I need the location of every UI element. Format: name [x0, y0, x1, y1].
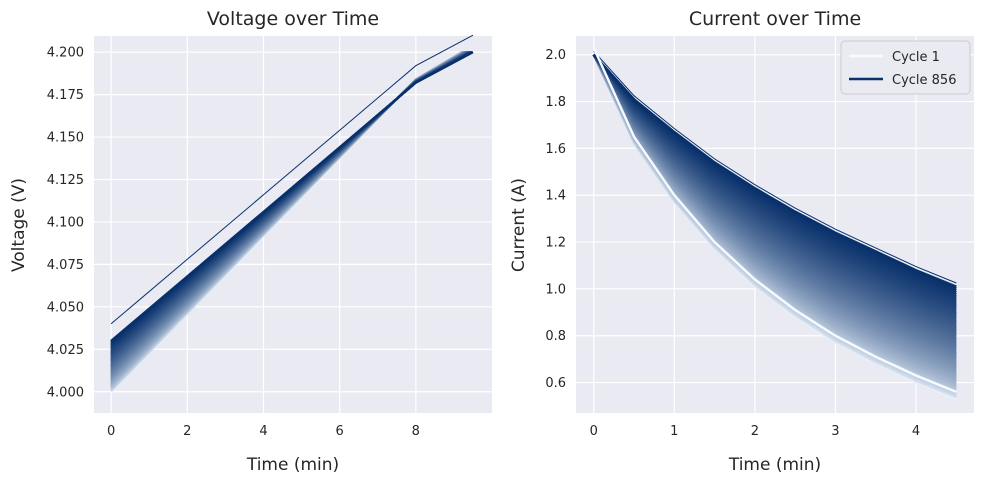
current-y-tick-label: 1.4: [545, 189, 566, 204]
voltage-x-tick-label: 4: [259, 424, 267, 439]
current-y-tick-label: 0.6: [545, 376, 566, 391]
voltage-y-tick-label: 4.050: [47, 300, 84, 315]
voltage-cycle-line: [110, 34, 474, 325]
voltage-y-tick-label: 4.200: [47, 46, 84, 61]
current-cycle-line: [592, 53, 957, 288]
voltage-curves: [110, 34, 474, 393]
voltage-y-tick-label: 4.150: [47, 131, 84, 146]
legend-label-cycle-856: Cycle 856: [892, 73, 956, 88]
voltage-y-tick-label: 4.175: [47, 88, 84, 103]
voltage-y-tick-label: 4.100: [47, 215, 84, 230]
current-chart: 0 1 2 3 4 0.6 0.8 1.0 1.2 1.4 1.6 1.8 2.0 Current o…: [509, 8, 974, 475]
current-x-tick-label: 2: [751, 424, 759, 439]
voltage-x-axis-label: Time (min): [246, 455, 339, 475]
legend-label-cycle-1: Cycle 1: [892, 50, 940, 65]
voltage-y-tick-label: 4.125: [47, 173, 84, 188]
voltage-plot-area: [94, 36, 492, 413]
current-x-tick-label: 0: [590, 424, 598, 439]
current-y-tick-label: 1.8: [545, 95, 566, 110]
current-title: Current over Time: [689, 8, 861, 30]
current-curves: [592, 47, 957, 401]
current-y-tick-label: 0.8: [545, 329, 566, 344]
current-y-axis-label: Current (A): [509, 178, 529, 272]
voltage-y-tick-label: 4.075: [47, 258, 84, 273]
current-x-ticks: 0 1 2 3 4: [590, 424, 921, 439]
voltage-x-ticks: 0 2 4 6 8: [107, 424, 420, 439]
current-x-tick-label: 3: [831, 424, 839, 439]
voltage-y-tick-label: 4.025: [47, 343, 84, 358]
voltage-cycle-line: [110, 51, 474, 342]
legend-box: [840, 40, 971, 95]
current-x-tick-label: 1: [670, 424, 678, 439]
current-y-tick-label: 1.2: [545, 236, 566, 251]
current-legend: Cycle 1 Cycle 856: [840, 40, 971, 95]
voltage-x-tick-label: 8: [412, 424, 420, 439]
current-cycle-line: [593, 50, 957, 284]
voltage-x-tick-label: 6: [336, 424, 344, 439]
voltage-y-tick-label: 4.000: [47, 385, 84, 400]
current-y-tick-label: 2.0: [545, 48, 566, 63]
voltage-y-axis-label: Voltage (V): [9, 178, 29, 272]
voltage-chart: 0 2 4 6 8 4.000 4.025 4.050 4.075 4.100 4.125 4.15…: [9, 8, 492, 475]
voltage-title: Voltage over Time: [207, 8, 379, 30]
voltage-x-tick-label: 2: [183, 424, 191, 439]
current-x-tick-label: 4: [912, 424, 920, 439]
current-x-axis-label: Time (min): [728, 455, 821, 475]
voltage-x-tick-label: 0: [107, 424, 115, 439]
current-y-tick-label: 1.6: [545, 142, 566, 157]
voltage-y-ticks: 4.000 4.025 4.050 4.075 4.100 4.125 4.150 4.175…: [47, 46, 84, 401]
current-y-tick-label: 1.0: [545, 282, 566, 297]
current-y-ticks: 0.6 0.8 1.0 1.2 1.4 1.6 1.8 2.0: [545, 48, 566, 391]
current-cycle-line: [592, 47, 957, 394]
voltage-gridlines: [94, 36, 492, 413]
